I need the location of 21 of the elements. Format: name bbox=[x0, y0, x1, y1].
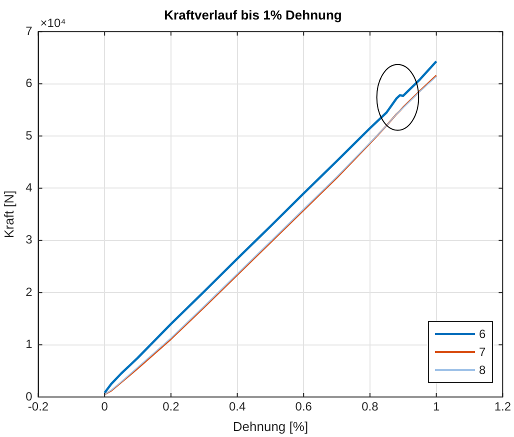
legend-label: 6 bbox=[478, 327, 486, 341]
y-tick-label: 1 bbox=[26, 337, 33, 352]
legend-label: 8 bbox=[478, 363, 486, 377]
x-tick-label: 0.2 bbox=[162, 400, 180, 414]
y-tick-label: 2 bbox=[26, 284, 33, 299]
y-axis-title: Kraft [N] bbox=[1, 190, 16, 238]
chart-title: Kraftverlauf bis 1% Dehnung bbox=[164, 7, 342, 22]
x-tick-label: 1.2 bbox=[494, 400, 512, 414]
x-tick-label: 0.8 bbox=[362, 400, 379, 414]
y-tick-label: 3 bbox=[26, 232, 33, 247]
x-tick-label: 1 bbox=[432, 400, 440, 414]
y-tick-label: 6 bbox=[26, 76, 33, 90]
y-tick-label: 4 bbox=[26, 180, 33, 195]
x-tick-label: 0.4 bbox=[228, 400, 246, 414]
x-tick-label: 0 bbox=[101, 400, 108, 414]
y-tick-label: 7 bbox=[26, 24, 33, 38]
x-axis-title: Dehnung [%] bbox=[232, 418, 308, 434]
x-tick-label: 0.6 bbox=[295, 400, 312, 414]
text: ×10⁴ bbox=[40, 16, 66, 30]
y-tick-label: 5 bbox=[26, 128, 33, 142]
legend-label: 7 bbox=[478, 345, 486, 359]
